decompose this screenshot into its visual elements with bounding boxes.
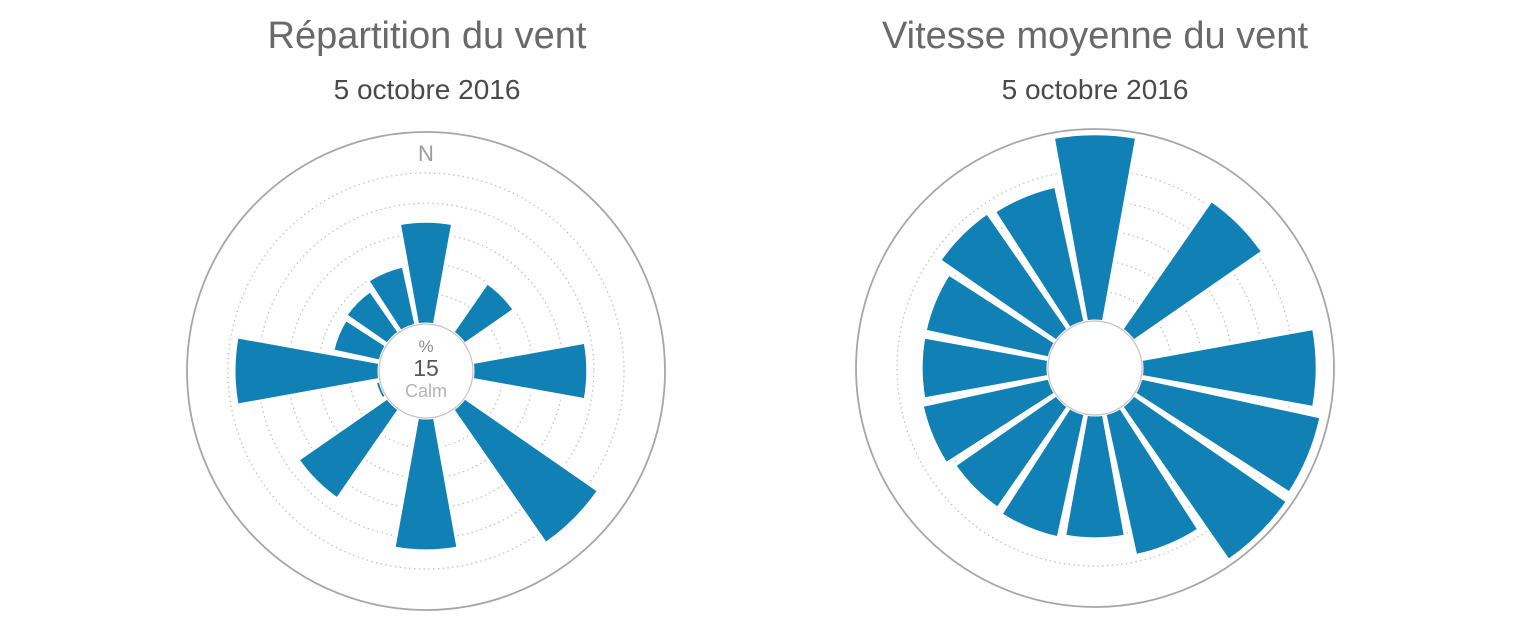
inner-calm-circle xyxy=(378,323,474,419)
center-calm-value: 15 xyxy=(413,355,439,381)
wind-sector-S[interactable] xyxy=(392,415,460,553)
outer-circle xyxy=(186,131,666,611)
center-unit-label: % xyxy=(418,337,433,356)
windrose-speed-chart xyxy=(855,128,1335,608)
grid-ring xyxy=(227,172,625,570)
compass-north-label: N xyxy=(418,141,434,166)
right-chart-title: Vitesse moyenne du vent xyxy=(881,15,1308,57)
windrose-distribution-chart: N % 15 Calm xyxy=(186,131,666,611)
wind-sector-E[interactable] xyxy=(470,340,590,402)
wind-sector-NE[interactable] xyxy=(1120,198,1265,343)
left-chart-title: Répartition du vent xyxy=(267,15,587,57)
outer-circle xyxy=(855,128,1335,608)
rose-layer-left xyxy=(186,131,666,611)
wind-sector-NE[interactable] xyxy=(451,281,516,346)
center-calm-label: Calm xyxy=(405,381,447,401)
grid-ring xyxy=(257,202,595,540)
rose-layer-right xyxy=(855,128,1335,608)
left-chart-subtitle: 5 octobre 2016 xyxy=(333,74,521,105)
wind-sector-SW[interactable] xyxy=(296,396,401,501)
right-chart-subtitle: 5 octobre 2016 xyxy=(1001,74,1189,105)
inner-calm-circle xyxy=(1047,320,1143,416)
wind-sector-SE[interactable] xyxy=(451,396,601,546)
